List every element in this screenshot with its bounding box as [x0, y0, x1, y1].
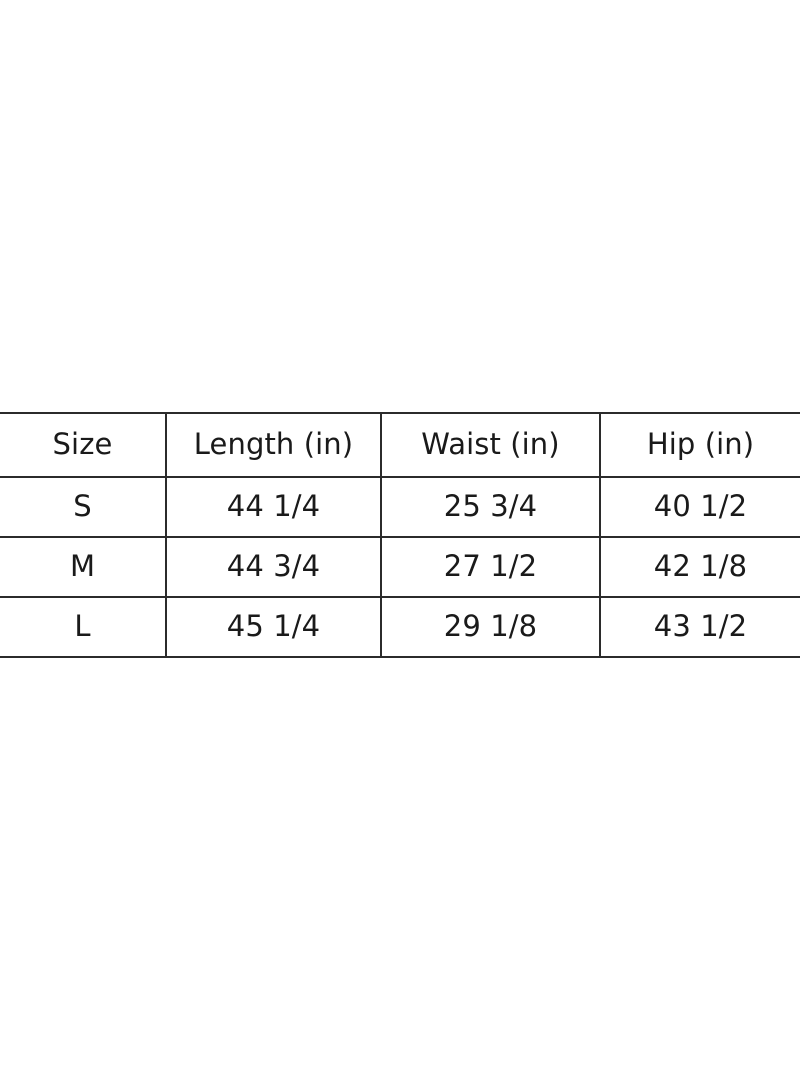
cell-waist: 25 3/4 — [381, 476, 601, 538]
cell-waist: 27 1/2 — [381, 536, 601, 598]
cell-length: 44 3/4 — [166, 536, 382, 598]
column-header-length: Length (in) — [166, 412, 382, 478]
table-row: S 44 1/4 25 3/4 40 1/2 — [0, 476, 800, 538]
cell-size: L — [0, 596, 167, 658]
column-header-hip: Hip (in) — [600, 412, 800, 478]
cell-size: M — [0, 536, 167, 598]
cell-length: 44 1/4 — [166, 476, 382, 538]
column-header-size: Size — [0, 412, 167, 478]
cell-hip: 42 1/8 — [600, 536, 800, 598]
table-row: M 44 3/4 27 1/2 42 1/8 — [0, 536, 800, 598]
size-chart-table: Size Length (in) Waist (in) Hip (in) S 4… — [0, 412, 800, 658]
size-chart-container: Size Length (in) Waist (in) Hip (in) S 4… — [0, 412, 800, 658]
table-header-row: Size Length (in) Waist (in) Hip (in) — [0, 412, 800, 478]
cell-length: 45 1/4 — [166, 596, 382, 658]
cell-waist: 29 1/8 — [381, 596, 601, 658]
cell-hip: 43 1/2 — [600, 596, 800, 658]
cell-size: S — [0, 476, 167, 538]
table-row: L 45 1/4 29 1/8 43 1/2 — [0, 596, 800, 658]
column-header-waist: Waist (in) — [381, 412, 601, 478]
cell-hip: 40 1/2 — [600, 476, 800, 538]
